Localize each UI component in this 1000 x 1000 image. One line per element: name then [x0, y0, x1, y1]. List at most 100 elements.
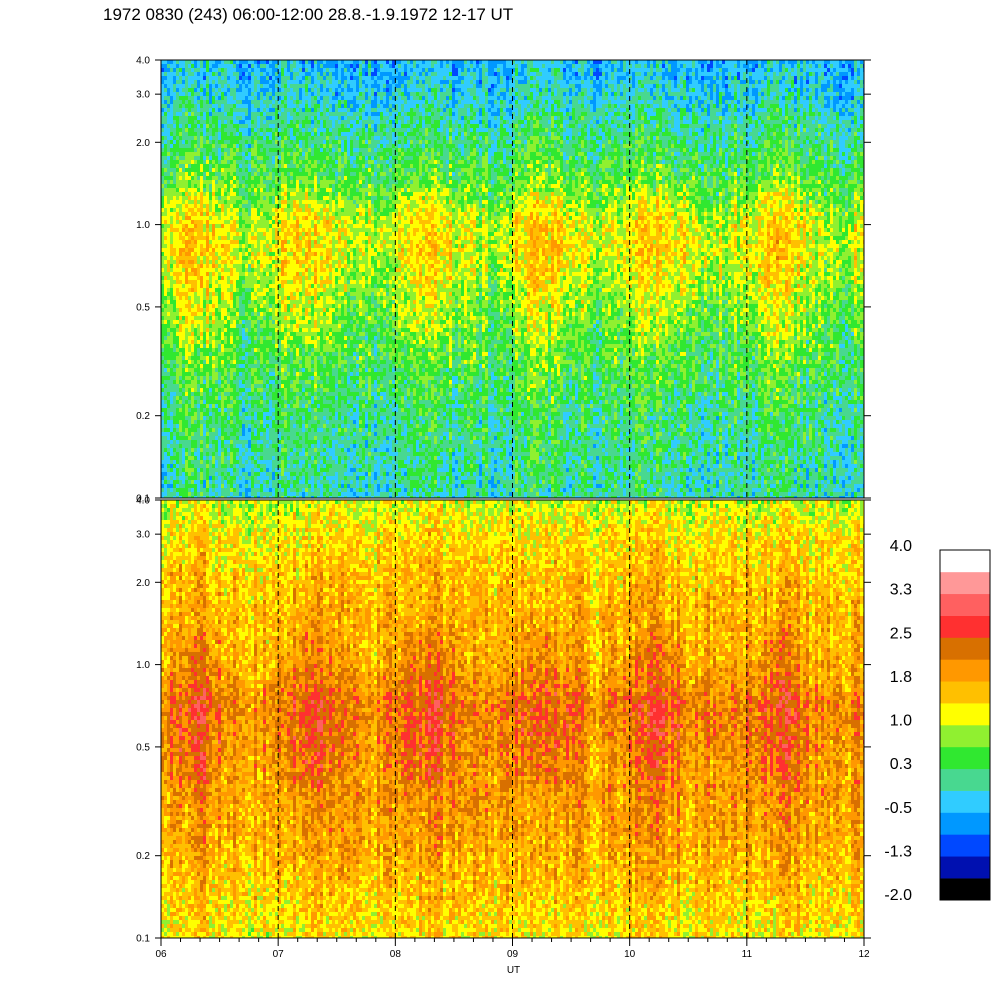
- spectrogram-cell: [251, 352, 255, 357]
- spectrogram-cell: [173, 444, 177, 449]
- spectrogram-cell: [245, 428, 249, 433]
- spectrogram-cell: [269, 264, 273, 269]
- spectrogram-cell: [272, 160, 276, 165]
- spectrogram-cell: [284, 104, 288, 109]
- spectrogram-cell: [269, 104, 273, 109]
- spectrogram-cell: [200, 232, 204, 237]
- spectrogram-cell: [209, 356, 213, 361]
- spectrogram-cell: [206, 92, 210, 97]
- spectrogram-cell: [287, 276, 291, 281]
- spectrogram-cell: [173, 244, 177, 249]
- spectrogram-cell: [197, 292, 201, 297]
- spectrogram-cell: [242, 476, 246, 481]
- spectrogram-cell: [206, 360, 210, 365]
- spectrogram-cell: [218, 488, 222, 493]
- spectrogram-cell: [203, 468, 207, 473]
- spectrogram-cell: [206, 356, 210, 361]
- spectrogram-cell: [179, 84, 183, 89]
- spectrogram-cell: [278, 288, 282, 293]
- spectrogram-cell: [173, 416, 177, 421]
- spectrogram-cell: [209, 492, 213, 497]
- spectrogram-cell: [182, 120, 186, 125]
- spectrogram-cell: [173, 176, 177, 181]
- spectrogram-cell: [206, 308, 210, 313]
- spectrogram-cell: [206, 132, 210, 137]
- spectrogram-cell: [182, 432, 186, 437]
- spectrogram-cell: [212, 136, 216, 141]
- spectrogram-cell: [257, 388, 261, 393]
- spectrogram-cell: [290, 384, 294, 389]
- spectrogram-cell: [239, 352, 243, 357]
- spectrogram-cell: [191, 112, 195, 117]
- spectrogram-cell: [236, 496, 240, 498]
- spectrogram-cell: [242, 436, 246, 441]
- spectrogram-cell: [200, 348, 204, 353]
- spectrogram-cell: [254, 68, 258, 73]
- spectrogram-cell: [215, 472, 219, 477]
- spectrogram-cell: [242, 200, 246, 205]
- spectrogram-cell: [209, 352, 213, 357]
- spectrogram-cell: [227, 172, 231, 177]
- spectrogram-cell: [245, 108, 249, 113]
- spectrogram-cell: [176, 276, 180, 281]
- spectrogram-cell: [191, 296, 195, 301]
- spectrogram-cell: [191, 416, 195, 421]
- spectrogram-cell: [233, 116, 237, 121]
- spectrogram-cell: [161, 356, 165, 361]
- spectrogram-cell: [227, 396, 231, 401]
- spectrogram-cell: [296, 96, 300, 101]
- spectrogram-cell: [281, 448, 285, 453]
- spectrogram-cell: [242, 156, 246, 161]
- spectrogram-cell: [182, 428, 186, 433]
- spectrogram-cell: [194, 220, 198, 225]
- spectrogram-cell: [269, 212, 273, 217]
- spectrogram-cell: [266, 212, 270, 217]
- spectrogram-cell: [206, 304, 210, 309]
- spectrogram-cell: [245, 100, 249, 105]
- spectrogram-cell: [206, 208, 210, 213]
- spectrogram-cell: [194, 276, 198, 281]
- spectrogram-cell: [293, 96, 297, 101]
- spectrogram-cell: [293, 484, 297, 489]
- spectrogram-cell: [185, 164, 189, 169]
- spectrogram-cell: [281, 296, 285, 301]
- spectrogram-cell: [275, 336, 279, 341]
- spectrogram-cell: [200, 112, 204, 117]
- spectrogram-cell: [296, 68, 300, 73]
- spectrogram-cell: [293, 336, 297, 341]
- spectrogram-cell: [218, 196, 222, 201]
- spectrogram-cell: [215, 256, 219, 261]
- spectrogram-cell: [284, 356, 288, 361]
- spectrogram-cell: [245, 252, 249, 257]
- spectrogram-cell: [254, 96, 258, 101]
- spectrogram-cell: [257, 132, 261, 137]
- spectrogram-cell: [239, 80, 243, 85]
- spectrogram-cell: [164, 392, 168, 397]
- spectrogram-cell: [239, 176, 243, 181]
- spectrogram-cell: [164, 304, 168, 309]
- spectrogram-cell: [209, 256, 213, 261]
- spectrogram-cell: [185, 76, 189, 81]
- spectrogram-cell: [275, 408, 279, 413]
- spectrogram-cell: [269, 112, 273, 117]
- spectrogram-cell: [164, 376, 168, 381]
- spectrogram-cell: [224, 260, 228, 265]
- spectrogram-cell: [182, 212, 186, 217]
- spectrogram-cell: [233, 172, 237, 177]
- spectrogram-cell: [284, 248, 288, 253]
- spectrogram-cell: [251, 132, 255, 137]
- spectrogram-cell: [188, 168, 192, 173]
- spectrogram-cell: [287, 340, 291, 345]
- spectrogram-cell: [176, 432, 180, 437]
- spectrogram-cell: [236, 300, 240, 305]
- spectrogram-cell: [164, 368, 168, 373]
- spectrogram-cell: [245, 284, 249, 289]
- spectrogram-cell: [167, 156, 171, 161]
- spectrogram-cell: [251, 244, 255, 249]
- spectrogram-cell: [245, 136, 249, 141]
- spectrogram-cell: [293, 296, 297, 301]
- spectrogram-cell: [215, 260, 219, 265]
- spectrogram-cell: [233, 300, 237, 305]
- spectrogram-cell: [248, 156, 252, 161]
- spectrogram-cell: [248, 424, 252, 429]
